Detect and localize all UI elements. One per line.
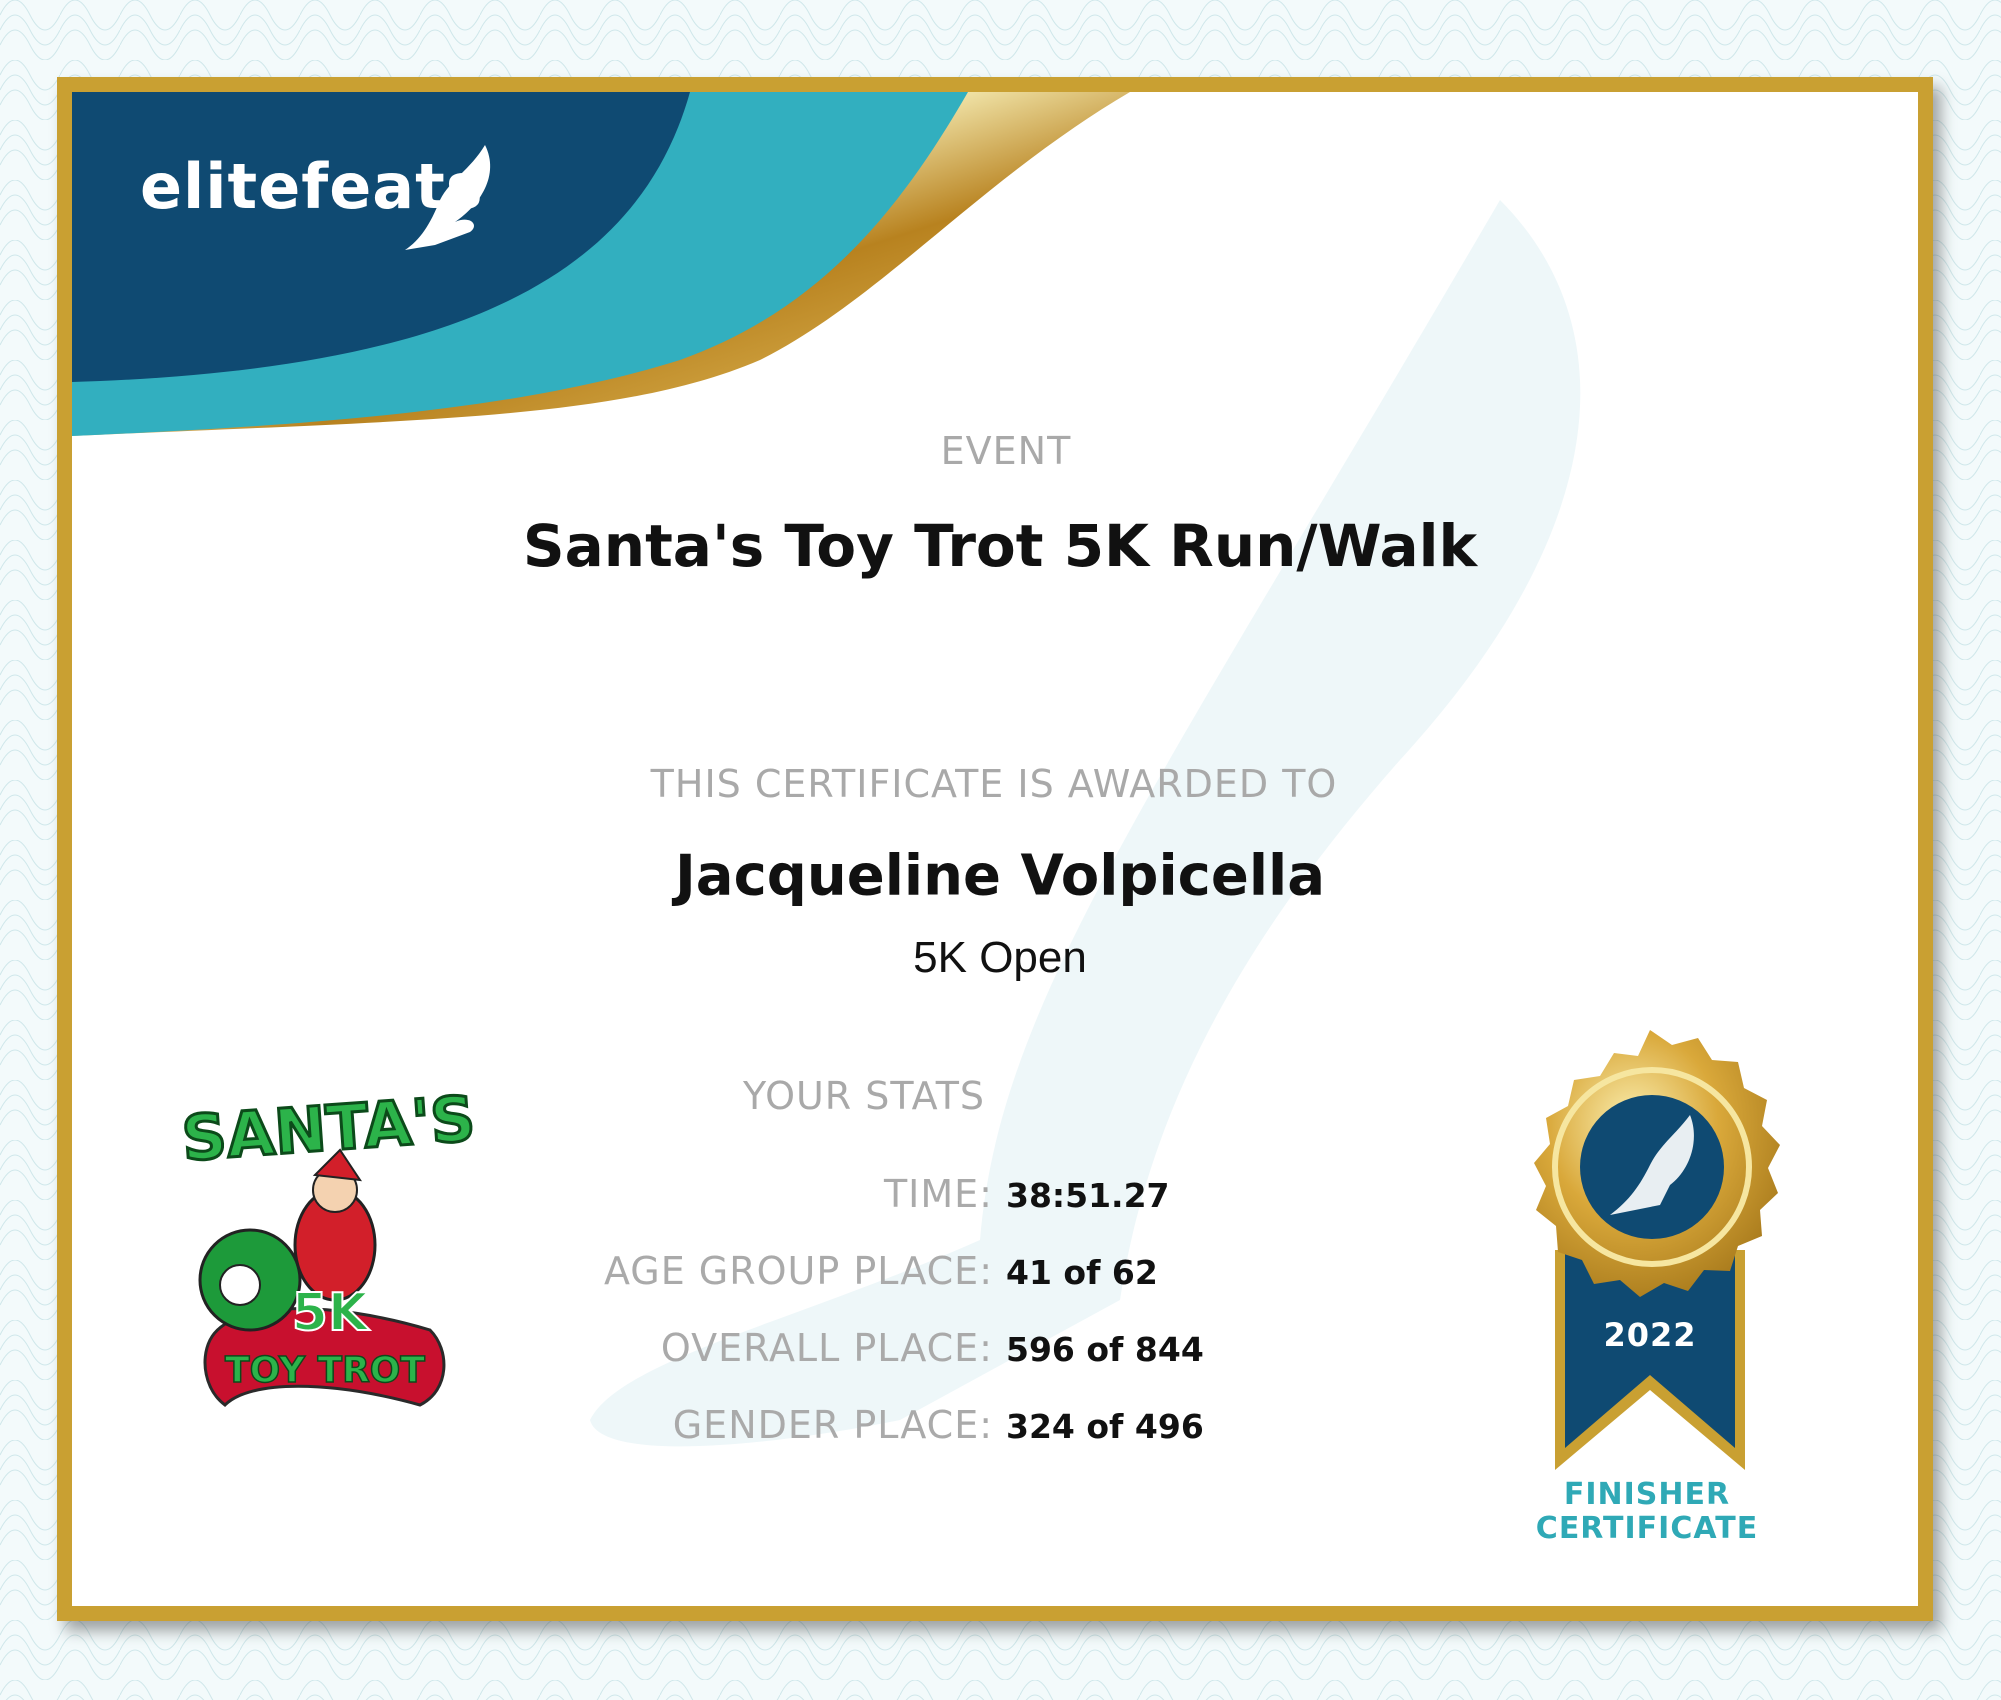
your-stats-heading: YOUR STATS	[742, 1074, 986, 1118]
stat-label: GENDER PLACE:	[672, 1403, 993, 1447]
logo-text-toy-trot: TOY TROT	[225, 1350, 425, 1391]
stat-label: OVERALL PLACE:	[660, 1326, 993, 1370]
watermark-wing	[590, 200, 1581, 1447]
recipient-name: Jacqueline Volpicella	[674, 843, 1326, 909]
winged-foot-logo-icon	[405, 145, 491, 250]
stat-value: 38:51.27	[1006, 1176, 1170, 1215]
certificate-label: CERTIFICATE	[1535, 1511, 1759, 1546]
awarded-to-label: THIS CERTIFICATE IS AWARDED TO	[650, 762, 1338, 806]
stat-row-gender-place: GENDER PLACE: 324 of 496	[0, 1403, 2001, 1453]
stat-value: 41 of 62	[1006, 1253, 1158, 1292]
division: 5K Open	[913, 933, 1087, 982]
event-name: Santa's Toy Trot 5K Run/Walk	[522, 512, 1478, 580]
stat-row-age-group-place: AGE GROUP PLACE: 41 of 62	[0, 1249, 2001, 1299]
navy-swoosh	[72, 92, 690, 382]
stat-row-time: TIME: 38:51.27	[0, 1172, 2001, 1222]
badge-year: 2022	[1603, 1316, 1697, 1354]
finisher-badge-icon	[1534, 1030, 1780, 1470]
logo-text-santas: SANTA'S	[179, 1082, 477, 1175]
stat-row-overall-place: OVERALL PLACE: 596 of 844	[0, 1326, 2001, 1376]
stat-label: TIME:	[883, 1172, 993, 1216]
stat-value: 324 of 496	[1006, 1407, 1204, 1446]
stat-label: AGE GROUP PLACE:	[603, 1249, 993, 1293]
event-label: EVENT	[940, 429, 1072, 473]
finisher-label: FINISHER	[1563, 1477, 1731, 1512]
logo-text-5k: 5K	[292, 1283, 370, 1343]
elitefeats-logo: elitefeats	[140, 150, 484, 223]
stat-value: 596 of 844	[1006, 1330, 1204, 1369]
